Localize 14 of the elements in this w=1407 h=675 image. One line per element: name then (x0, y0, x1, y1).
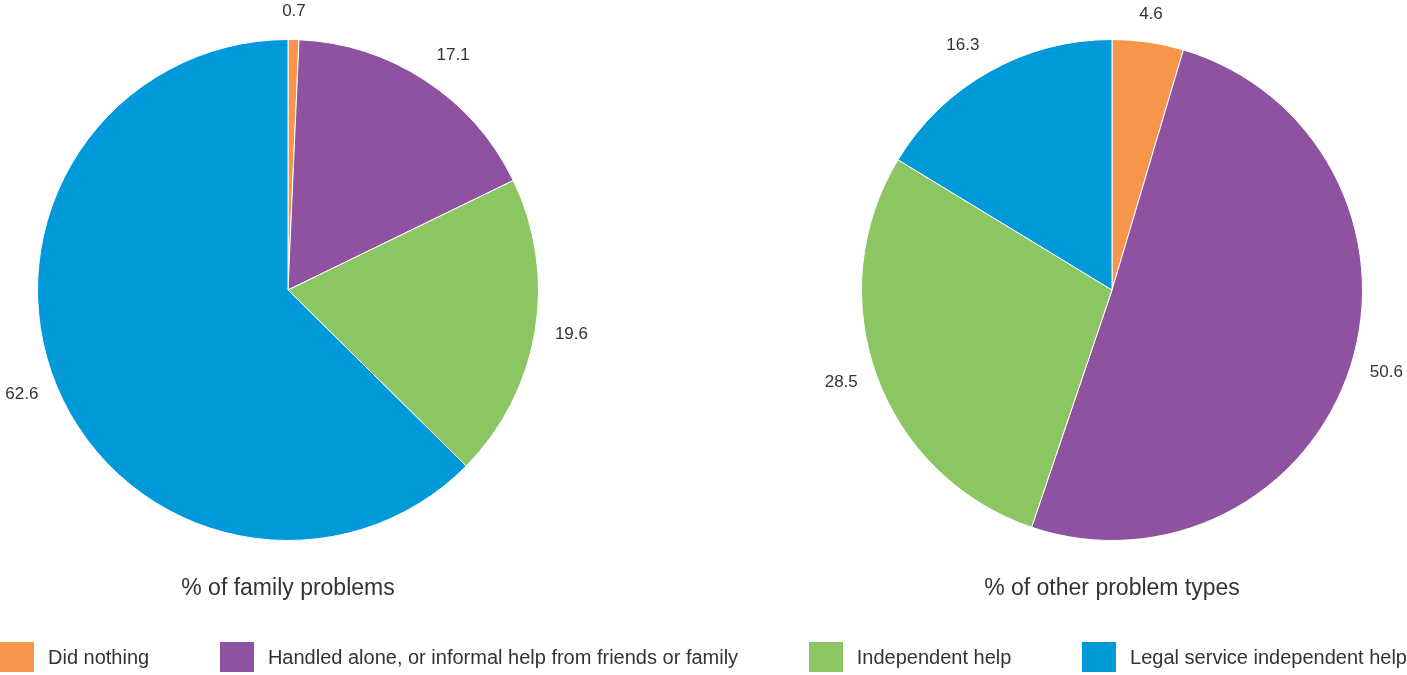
text: % of other problem types (983, 574, 1241, 601)
data-label: 19.6 (554, 323, 588, 343)
data-label: 16.3 (946, 35, 980, 55)
data-label: 62.6 (5, 383, 39, 403)
data-label: 28.5 (824, 372, 858, 392)
data-label: 4.6 (1139, 3, 1163, 23)
data-label: 17.1 (436, 45, 470, 65)
data-label: 0.7 (282, 0, 306, 20)
legend-label: Handled alone, or informal help from friends or family (267, 645, 739, 669)
data-label: 50.6 (1369, 361, 1403, 381)
text: % of family problems (180, 574, 396, 601)
legend-label: Independent help (856, 645, 1012, 669)
legend-label: Legal service independent help (1130, 645, 1407, 669)
legend-label: Did nothing (48, 645, 150, 669)
